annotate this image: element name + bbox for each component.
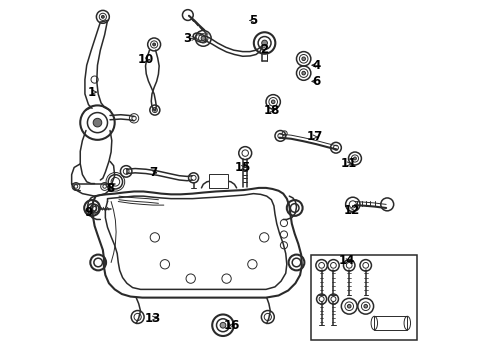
Text: 4: 4 xyxy=(311,59,320,72)
Text: 2: 2 xyxy=(260,42,268,55)
Bar xyxy=(373,316,407,330)
Circle shape xyxy=(220,322,225,328)
Text: 11: 11 xyxy=(340,157,356,170)
Text: 13: 13 xyxy=(144,311,161,325)
Text: 3: 3 xyxy=(183,32,191,45)
Bar xyxy=(209,174,227,188)
Text: 10: 10 xyxy=(138,53,154,66)
Text: 12: 12 xyxy=(343,204,360,217)
Circle shape xyxy=(152,43,155,46)
Circle shape xyxy=(153,109,156,111)
Circle shape xyxy=(101,15,104,18)
Text: 8: 8 xyxy=(106,183,114,195)
Text: 15: 15 xyxy=(234,161,250,174)
Text: 5: 5 xyxy=(249,14,257,27)
Circle shape xyxy=(201,36,205,41)
Text: 6: 6 xyxy=(311,75,320,88)
Circle shape xyxy=(346,305,350,308)
Circle shape xyxy=(301,57,305,60)
Circle shape xyxy=(93,118,102,127)
Text: 9: 9 xyxy=(84,206,92,219)
Circle shape xyxy=(271,100,274,104)
Text: 7: 7 xyxy=(149,166,157,179)
Circle shape xyxy=(353,157,356,160)
Circle shape xyxy=(261,40,267,46)
Text: 1: 1 xyxy=(88,86,96,99)
Text: 17: 17 xyxy=(305,130,322,144)
Text: 14: 14 xyxy=(338,254,354,267)
Text: 18: 18 xyxy=(263,104,279,117)
Circle shape xyxy=(363,305,367,308)
Circle shape xyxy=(301,71,305,75)
Bar xyxy=(310,255,416,339)
Text: 16: 16 xyxy=(224,319,240,332)
